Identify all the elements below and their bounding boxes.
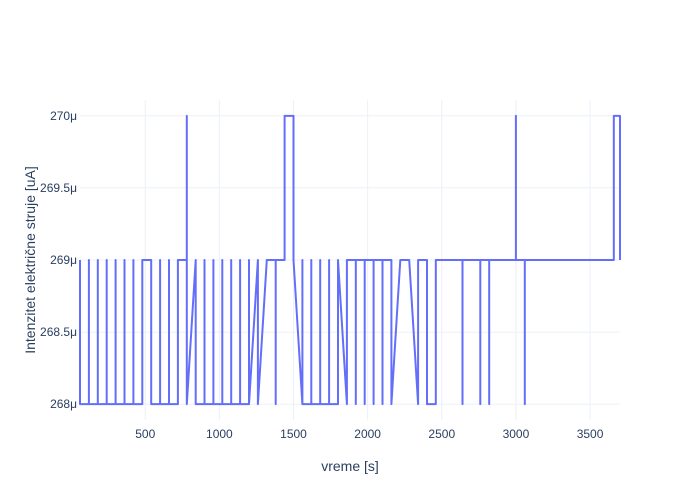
x-tick-label: 3000 (503, 427, 530, 441)
y-tick-label: 268.5μ (40, 325, 77, 339)
x-tick-label: 2500 (428, 427, 455, 441)
x-axis-title: vreme [s] (321, 458, 379, 474)
x-tick-label: 500 (135, 427, 155, 441)
x-tick-label: 3500 (577, 427, 604, 441)
series-line (79, 114, 621, 406)
x-tick-label: 1000 (206, 427, 233, 441)
y-tick-label: 268μ (50, 397, 77, 411)
x-tick-label: 2000 (354, 427, 381, 441)
axis-ticks: 500 1000 1500 2000 2500 3000 3500 268μ 268.5μ 269… (40, 109, 604, 441)
y-tick-label: 269.5μ (40, 181, 77, 195)
x-tick-label: 1500 (280, 427, 307, 441)
y-tick-label: 269μ (50, 253, 77, 267)
y-tick-label: 270μ (50, 109, 77, 123)
y-axis-title: Intenzitet električne struje [uA] (22, 166, 38, 354)
